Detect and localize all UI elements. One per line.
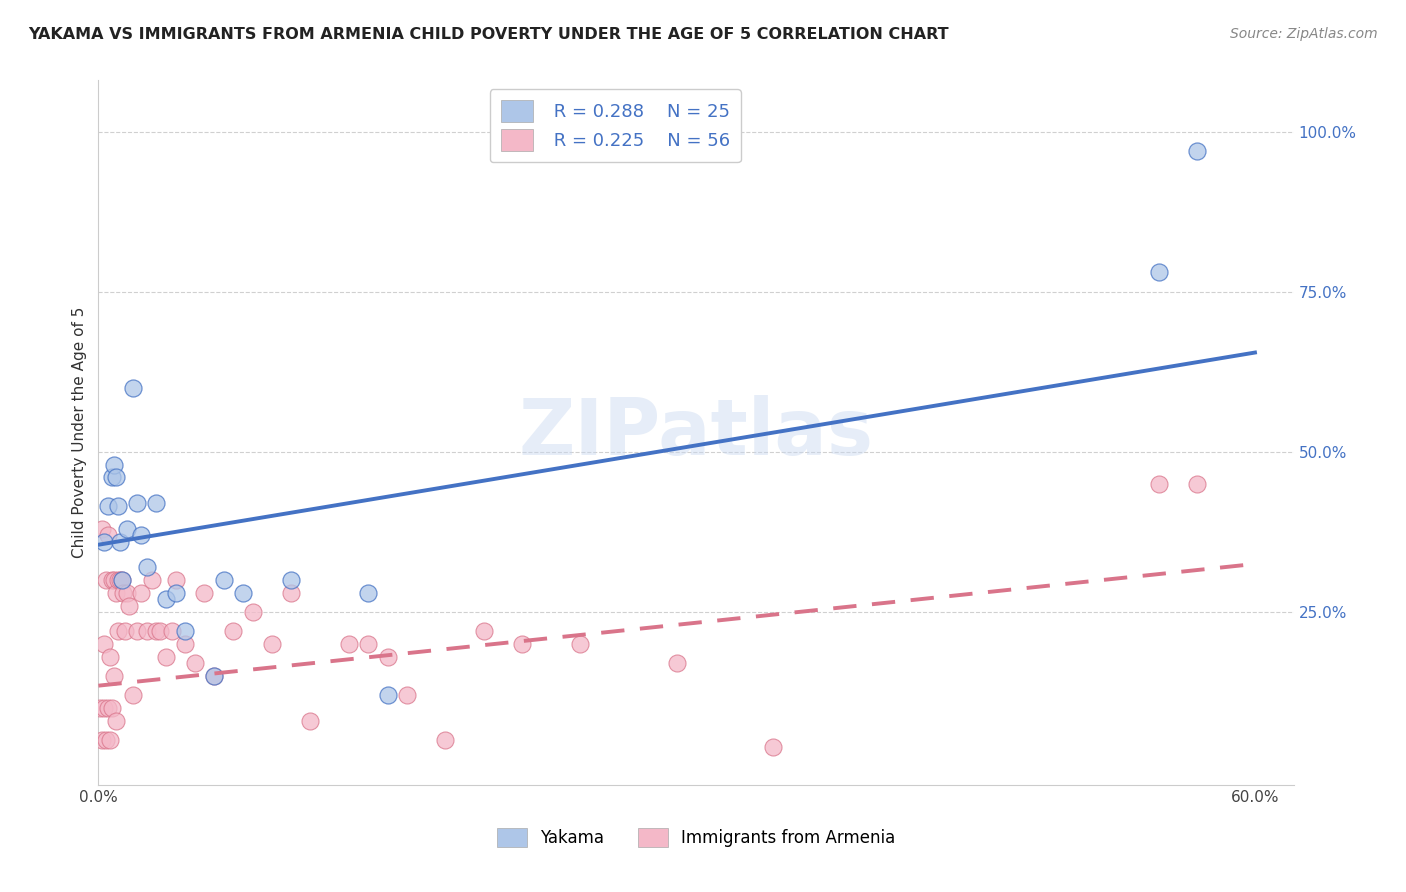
Point [129, 528, 152, 542]
Point [129, 586, 152, 600]
Point [94, 573, 117, 587]
Point [107, 500, 129, 514]
Point [104, 714, 127, 728]
Point [107, 624, 129, 639]
Point [145, 624, 167, 639]
Text: Source: ZipAtlas.com: Source: ZipAtlas.com [1230, 27, 1378, 41]
Point [93, 701, 115, 715]
Point [103, 573, 125, 587]
Point [1147, 476, 1170, 491]
Point [91, 522, 114, 536]
Point [118, 599, 141, 613]
Point [135, 560, 157, 574]
Point [212, 573, 235, 587]
Point [160, 624, 183, 639]
Point [174, 637, 197, 651]
Point [122, 381, 145, 395]
Point [97, 500, 120, 514]
Point [101, 470, 124, 484]
Point [377, 688, 399, 702]
Point [107, 573, 129, 587]
Point [665, 657, 688, 671]
Text: YAKAMA VS IMMIGRANTS FROM ARMENIA CHILD POVERTY UNDER THE AGE OF 5 CORRELATION C: YAKAMA VS IMMIGRANTS FROM ARMENIA CHILD … [28, 27, 949, 42]
Point [434, 733, 457, 747]
Point [165, 573, 187, 587]
Point [193, 586, 215, 600]
Point [93, 637, 115, 651]
Point [89, 701, 111, 715]
Y-axis label: Child Poverty Under the Age of 5: Child Poverty Under the Age of 5 [72, 307, 87, 558]
Point [1185, 476, 1208, 491]
Point [357, 637, 380, 651]
Point [125, 624, 148, 639]
Point [104, 470, 127, 484]
Point [122, 688, 145, 702]
Point [101, 573, 124, 587]
Point [280, 573, 302, 587]
Text: ZIPatlas: ZIPatlas [519, 394, 873, 471]
Point [108, 573, 131, 587]
Point [174, 624, 197, 639]
Point [91, 733, 114, 747]
Point [110, 573, 132, 587]
Point [1147, 265, 1170, 279]
Point [101, 701, 124, 715]
Point [569, 637, 592, 651]
Point [125, 496, 148, 510]
Point [762, 739, 785, 754]
Point [1185, 144, 1208, 158]
Point [242, 605, 264, 619]
Point [98, 649, 121, 664]
Point [103, 669, 125, 683]
Point [512, 637, 534, 651]
Point [98, 733, 121, 747]
Point [202, 669, 225, 683]
Point [280, 586, 302, 600]
Point [145, 496, 167, 510]
Point [377, 649, 399, 664]
Point [94, 733, 117, 747]
Point [395, 688, 418, 702]
Point [117, 522, 139, 536]
Point [114, 624, 136, 639]
Point [97, 701, 120, 715]
Legend: Yakama, Immigrants from Armenia: Yakama, Immigrants from Armenia [491, 822, 901, 855]
Point [184, 657, 207, 671]
Point [103, 458, 125, 472]
Point [108, 534, 131, 549]
Point [93, 534, 115, 549]
Point [97, 528, 120, 542]
Point [141, 573, 163, 587]
Point [202, 669, 225, 683]
Point [299, 714, 322, 728]
Point [155, 649, 177, 664]
Point [232, 586, 254, 600]
Point [357, 586, 380, 600]
Point [149, 624, 172, 639]
Point [135, 624, 157, 639]
Point [104, 586, 127, 600]
Point [222, 624, 245, 639]
Point [110, 573, 132, 587]
Point [337, 637, 360, 651]
Point [155, 592, 177, 607]
Point [165, 586, 187, 600]
Point [260, 637, 283, 651]
Point [472, 624, 495, 639]
Point [117, 586, 139, 600]
Point [112, 586, 135, 600]
